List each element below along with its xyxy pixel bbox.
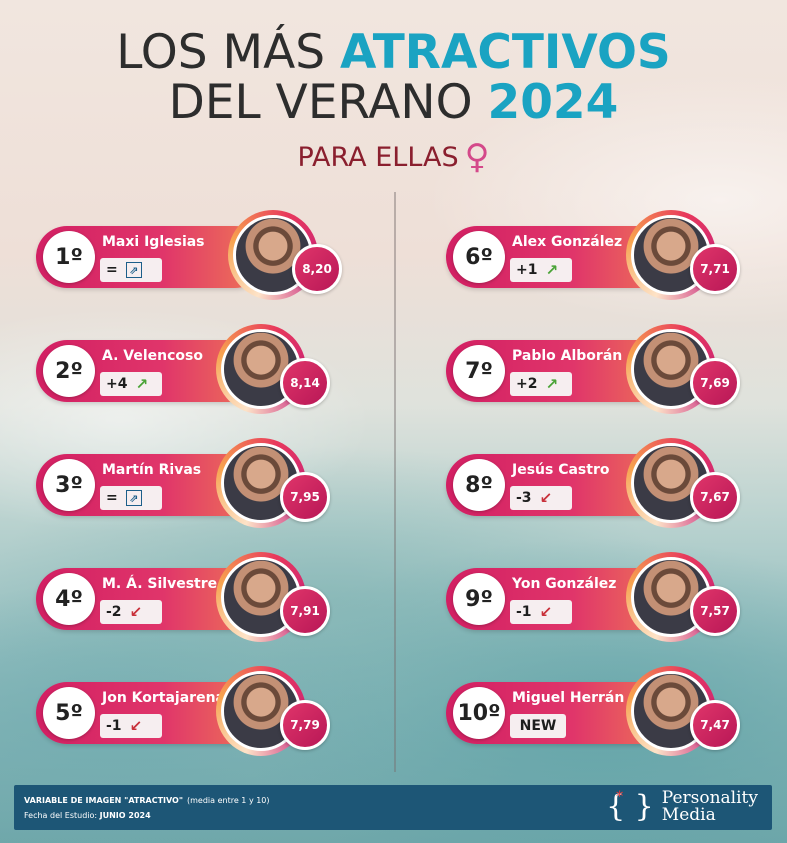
person-name: Alex González <box>512 234 623 250</box>
ranking-card: 5º Jon Kortajarena -1 ↙ 7,79 <box>30 664 360 756</box>
arrow-down-icon: ↙ <box>539 602 553 621</box>
rank-change: -1 ↙ <box>510 600 572 624</box>
rank-change: = ⇗ <box>100 258 162 282</box>
arrow-down-icon: ↙ <box>129 602 143 621</box>
rank-change: = ⇗ <box>100 486 162 510</box>
subtitle-text: PARA ELLAS <box>297 142 459 173</box>
rank-change-value: +1 <box>516 262 538 278</box>
footer-variable: VARIABLE DE IMAGEN "ATRACTIVO" (media ent… <box>24 796 270 805</box>
rank-badge: 8º <box>453 459 505 511</box>
ranking-card: 8º Jesús Castro -3 ↙ 7,67 <box>440 436 770 528</box>
rank-change-value: -3 <box>516 490 532 506</box>
rank-change-value: -1 <box>106 718 122 734</box>
brand-braces-icon: { } * <box>606 789 654 824</box>
rank-badge: 5º <box>43 687 95 739</box>
rank-change: +4 ↗ <box>100 372 162 396</box>
brand-line-1: Personality <box>661 787 758 808</box>
score-badge: 8,14 <box>280 358 330 408</box>
arrow-steady-icon: ⇗ <box>125 262 142 278</box>
brand-logo: { } * Personality Media <box>606 789 758 824</box>
score-badge: 7,57 <box>690 586 740 636</box>
score-badge: 7,67 <box>690 472 740 522</box>
brand-name: Personality Media <box>661 787 758 825</box>
ranking-card: 6º Alex González +1 ↗ 7,71 <box>440 208 770 300</box>
person-name: Yon González <box>512 576 617 592</box>
rank-change: -1 ↙ <box>100 714 162 738</box>
brand-line-2: Media <box>661 804 716 825</box>
rank-badge: 3º <box>43 459 95 511</box>
rank-change: NEW <box>510 714 566 738</box>
rank-change: +2 ↗ <box>510 372 572 396</box>
rank-change-value: NEW <box>519 718 557 734</box>
person-name: Jesús Castro <box>512 462 610 478</box>
footer-date: Fecha del Estudio: JUNIO 2024 <box>24 811 151 820</box>
person-name: Maxi Iglesias <box>102 234 205 250</box>
title-line-2: DEL VERANO 2024 <box>0 78 787 128</box>
ranking-card: 1º Maxi Iglesias = ⇗ 8,20 <box>30 208 360 300</box>
arrow-up-icon: ↗ <box>135 374 149 393</box>
ranking-card: 2º A. Velencoso +4 ↗ 8,14 <box>30 322 360 414</box>
rank-change-value: +4 <box>106 376 128 392</box>
footer-variable-note: (media entre 1 y 10) <box>187 796 270 805</box>
rank-change: -3 ↙ <box>510 486 572 510</box>
footer-date-value: JUNIO 2024 <box>99 811 151 820</box>
subtitle: PARA ELLAS ♀ <box>0 140 787 175</box>
person-name: A. Velencoso <box>102 348 203 364</box>
ranking-card: 7º Pablo Alborán +2 ↗ 7,69 <box>440 322 770 414</box>
rank-change: -2 ↙ <box>100 600 162 624</box>
footer-variable-label: VARIABLE DE IMAGEN "ATRACTIVO" <box>24 796 184 805</box>
arrow-down-icon: ↙ <box>129 716 143 735</box>
rank-change: +1 ↗ <box>510 258 572 282</box>
footer-date-label: Fecha del Estudio: <box>24 811 98 820</box>
rank-badge: 6º <box>453 231 505 283</box>
rank-change-value: = <box>106 262 118 278</box>
rank-change-value: -2 <box>106 604 122 620</box>
title-accent-1: ATRACTIVOS <box>340 25 671 80</box>
title-plain-2: DEL VERANO <box>168 75 473 130</box>
ranking-card: 3º Martín Rivas = ⇗ 7,95 <box>30 436 360 528</box>
rank-badge: 7º <box>453 345 505 397</box>
female-symbol-icon: ♀ <box>464 137 490 177</box>
rank-badge: 9º <box>453 573 505 625</box>
person-name: Miguel Herrán <box>512 690 625 706</box>
arrow-up-icon: ↗ <box>545 374 559 393</box>
arrow-down-icon: ↙ <box>539 488 553 507</box>
brand-star-icon: * <box>616 789 624 805</box>
person-name: M. Á. Silvestre <box>102 576 218 592</box>
rank-badge: 10º <box>453 687 505 739</box>
title-accent-2: 2024 <box>487 75 619 130</box>
score-badge: 7,71 <box>690 244 740 294</box>
rank-change-value: +2 <box>516 376 538 392</box>
score-badge: 7,91 <box>280 586 330 636</box>
title-line-1: LOS MÁS ATRACTIVOS <box>0 28 787 78</box>
column-divider <box>394 192 396 772</box>
ranking-card: 10º Miguel Herrán NEW 7,47 <box>440 664 770 756</box>
ranking-card: 4º M. Á. Silvestre -2 ↙ 7,91 <box>30 550 360 642</box>
title-plain-1: LOS MÁS <box>116 25 326 80</box>
footer: VARIABLE DE IMAGEN "ATRACTIVO" (media ent… <box>14 785 772 830</box>
rank-badge: 4º <box>43 573 95 625</box>
rank-badge: 2º <box>43 345 95 397</box>
arrow-steady-icon: ⇗ <box>125 490 142 506</box>
score-badge: 8,20 <box>292 244 342 294</box>
ranking-card: 9º Yon González -1 ↙ 7,57 <box>440 550 770 642</box>
rank-change-value: = <box>106 490 118 506</box>
person-name: Pablo Alborán <box>512 348 623 364</box>
person-name: Jon Kortajarena <box>102 690 225 706</box>
rank-change-value: -1 <box>516 604 532 620</box>
score-badge: 7,69 <box>690 358 740 408</box>
rank-badge: 1º <box>43 231 95 283</box>
score-badge: 7,47 <box>690 700 740 750</box>
arrow-up-icon: ↗ <box>545 260 559 279</box>
person-name: Martín Rivas <box>102 462 202 478</box>
score-badge: 7,79 <box>280 700 330 750</box>
score-badge: 7,95 <box>280 472 330 522</box>
